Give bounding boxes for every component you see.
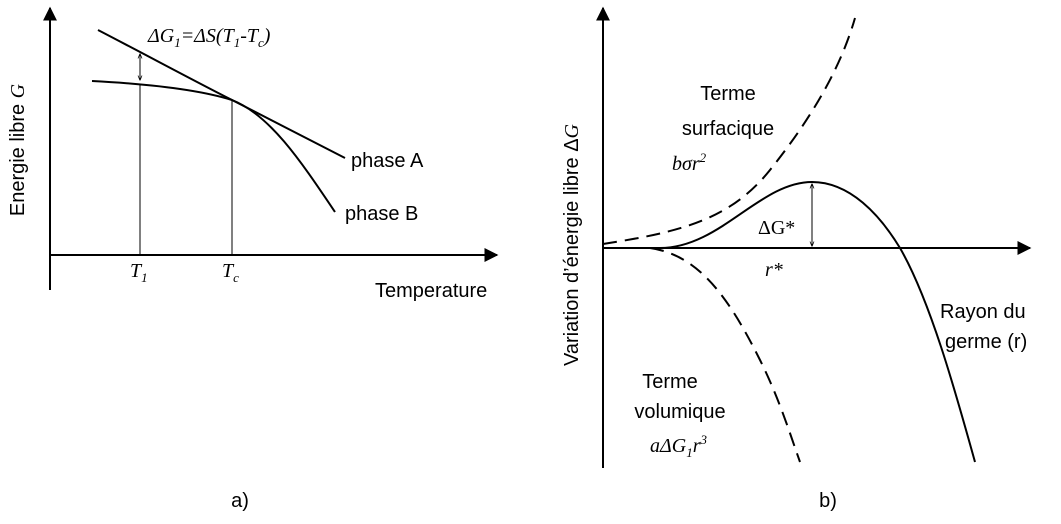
surface-formula: bσr2 [672,150,707,175]
curve-phase-b [91,80,336,213]
curve-phase-a [97,29,346,159]
label-t1: T1 [130,260,148,285]
volume-formula: aΔG1r3 [650,432,707,460]
volume-term: volumique [634,401,725,423]
panel-a: Energie libre G ΔG1=ΔS(T1-Tc) phase A ph… [7,6,499,512]
caption: a) [231,490,249,512]
curve-surface [602,17,856,245]
x-axis-label: germe (r) [945,331,1027,353]
delta-g-star: ΔG* [758,217,795,239]
y-axis-label: Energie libre G [7,83,29,216]
surface-term: surfacique [682,118,774,140]
surface-term: Terme [700,83,756,105]
label-phase-a: phase A [351,150,424,172]
label-phase-b: phase B [345,203,418,225]
panel-b: Variation d’énergie libre ΔG Terme surfa… [561,6,1032,512]
x-axis-label: Rayon du [940,301,1026,323]
r-star: r* [765,259,783,281]
formula: ΔG1=ΔS(T1-Tc) [147,25,271,50]
y-axis-label: Variation d’énergie libre ΔG [561,123,583,366]
volume-term: Terme [642,371,698,393]
curve-total [603,180,976,463]
x-axis-label: Temperature [375,280,487,302]
curve-volume [649,247,801,463]
label-tc: Tc [222,260,239,285]
caption: b) [819,490,837,512]
